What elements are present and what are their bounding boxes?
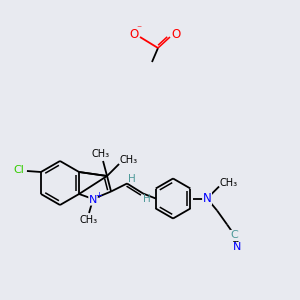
Text: N: N	[233, 242, 241, 253]
Text: H: H	[128, 173, 136, 184]
Text: +: +	[96, 190, 103, 200]
Text: N: N	[203, 192, 212, 205]
Text: O: O	[171, 28, 181, 41]
Text: Cl: Cl	[14, 165, 24, 175]
Text: O: O	[129, 28, 139, 41]
Text: CH₃: CH₃	[120, 155, 138, 165]
Text: CH₃: CH₃	[80, 215, 98, 225]
Text: CH₃: CH₃	[92, 149, 110, 159]
Text: H: H	[143, 194, 151, 205]
Text: ⁻: ⁻	[136, 24, 142, 34]
Text: C: C	[230, 230, 238, 241]
Text: CH₃: CH₃	[220, 178, 238, 188]
Text: N: N	[89, 195, 97, 205]
